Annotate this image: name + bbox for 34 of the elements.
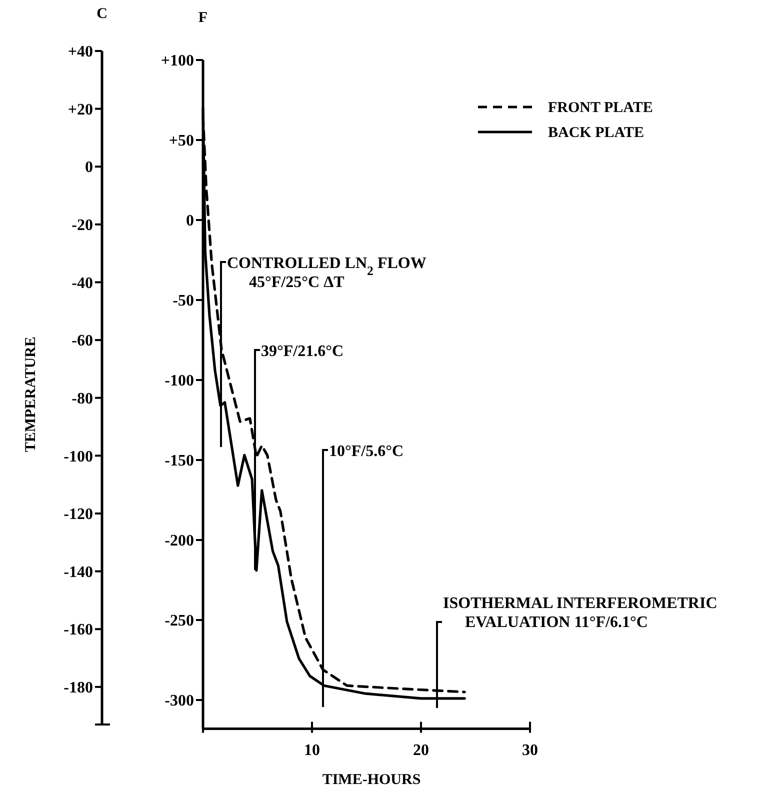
text: TEMPERATURE xyxy=(23,336,39,452)
y2-tick-label: 0 xyxy=(85,159,93,176)
y2-tick-label: +20 xyxy=(68,101,93,118)
y-tick-label: -300 xyxy=(164,692,194,710)
y-tick-label: -250 xyxy=(164,612,194,630)
y-tick-label: +100 xyxy=(160,52,194,70)
y2-tick-label: -80 xyxy=(72,390,93,408)
x-tick-label: 10 xyxy=(304,742,320,759)
x-tick-label: 20 xyxy=(413,742,429,759)
annotation: 39°F/21.6°C xyxy=(261,343,344,360)
y2-tick-label: -40 xyxy=(72,274,93,292)
text: CONTROLLED LN$_{2}$ FLOW 45°F/25°C ΔT xyxy=(227,255,426,291)
y2-tick-label: -20 xyxy=(72,217,93,234)
y-tick-label: -50 xyxy=(172,292,194,310)
y2-tick-label: +40 xyxy=(68,44,93,61)
legend-label: FRONT PLATE xyxy=(548,100,653,116)
y-tick-label: 0 xyxy=(186,212,194,230)
y2-tick-label: -140 xyxy=(64,564,93,581)
x-axis-title: TIME-HOURS xyxy=(322,772,421,787)
y-tick-label: -150 xyxy=(164,452,194,470)
y-tick-label: +50 xyxy=(168,132,194,150)
y-tick-label: -200 xyxy=(164,532,194,550)
y2-tick-label: -100 xyxy=(64,448,93,466)
y-axis-title: F xyxy=(198,10,208,26)
y2-tick-label: -60 xyxy=(72,332,93,350)
y-tick-label: -100 xyxy=(164,372,194,390)
y2-tick-label: -120 xyxy=(64,506,93,524)
annotation: 10°F/5.6°C xyxy=(329,443,404,460)
y2-tick-label: -160 xyxy=(64,622,93,639)
x-tick-label: 30 xyxy=(522,742,538,759)
y2-axis-title: C xyxy=(96,6,108,22)
legend-label: BACK PLATE xyxy=(548,125,644,141)
y2-tick-label: -180 xyxy=(64,680,93,697)
annotation: ISOTHERMAL INTERFEROMETRIC EVALUATION 11°F/6.1°C xyxy=(443,595,718,631)
